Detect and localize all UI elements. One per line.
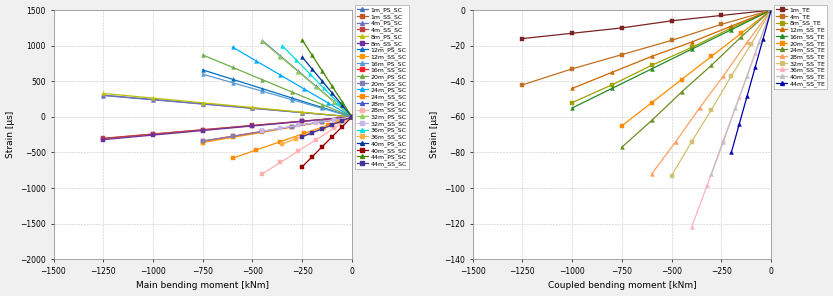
- X-axis label: Main bending moment [kNm]: Main bending moment [kNm]: [137, 281, 269, 290]
- Legend: 1m_TE, 4m_TE, 8m_SS_TE, 12m_SS_TE, 16m_SS_TE, 20m_SS_TE, 24m_SS_TE, 28m_SS_TE, 3: 1m_TE, 4m_TE, 8m_SS_TE, 12m_SS_TE, 16m_S…: [774, 5, 827, 89]
- Y-axis label: Strain [μs]: Strain [μs]: [430, 111, 439, 158]
- Legend: 1m_PS_SC, 1m_SS_SC, 4m_PS_SC, 4m_SS_SC, 8m_PS_SC, 8m_SS_SC, 12m_PS_SC, 12m_SS_SC: 1m_PS_SC, 1m_SS_SC, 4m_PS_SC, 4m_SS_SC, …: [355, 5, 409, 169]
- Y-axis label: Strain [μs]: Strain [μs]: [6, 111, 14, 158]
- X-axis label: Coupled bending moment [kNm]: Coupled bending moment [kNm]: [547, 281, 696, 290]
